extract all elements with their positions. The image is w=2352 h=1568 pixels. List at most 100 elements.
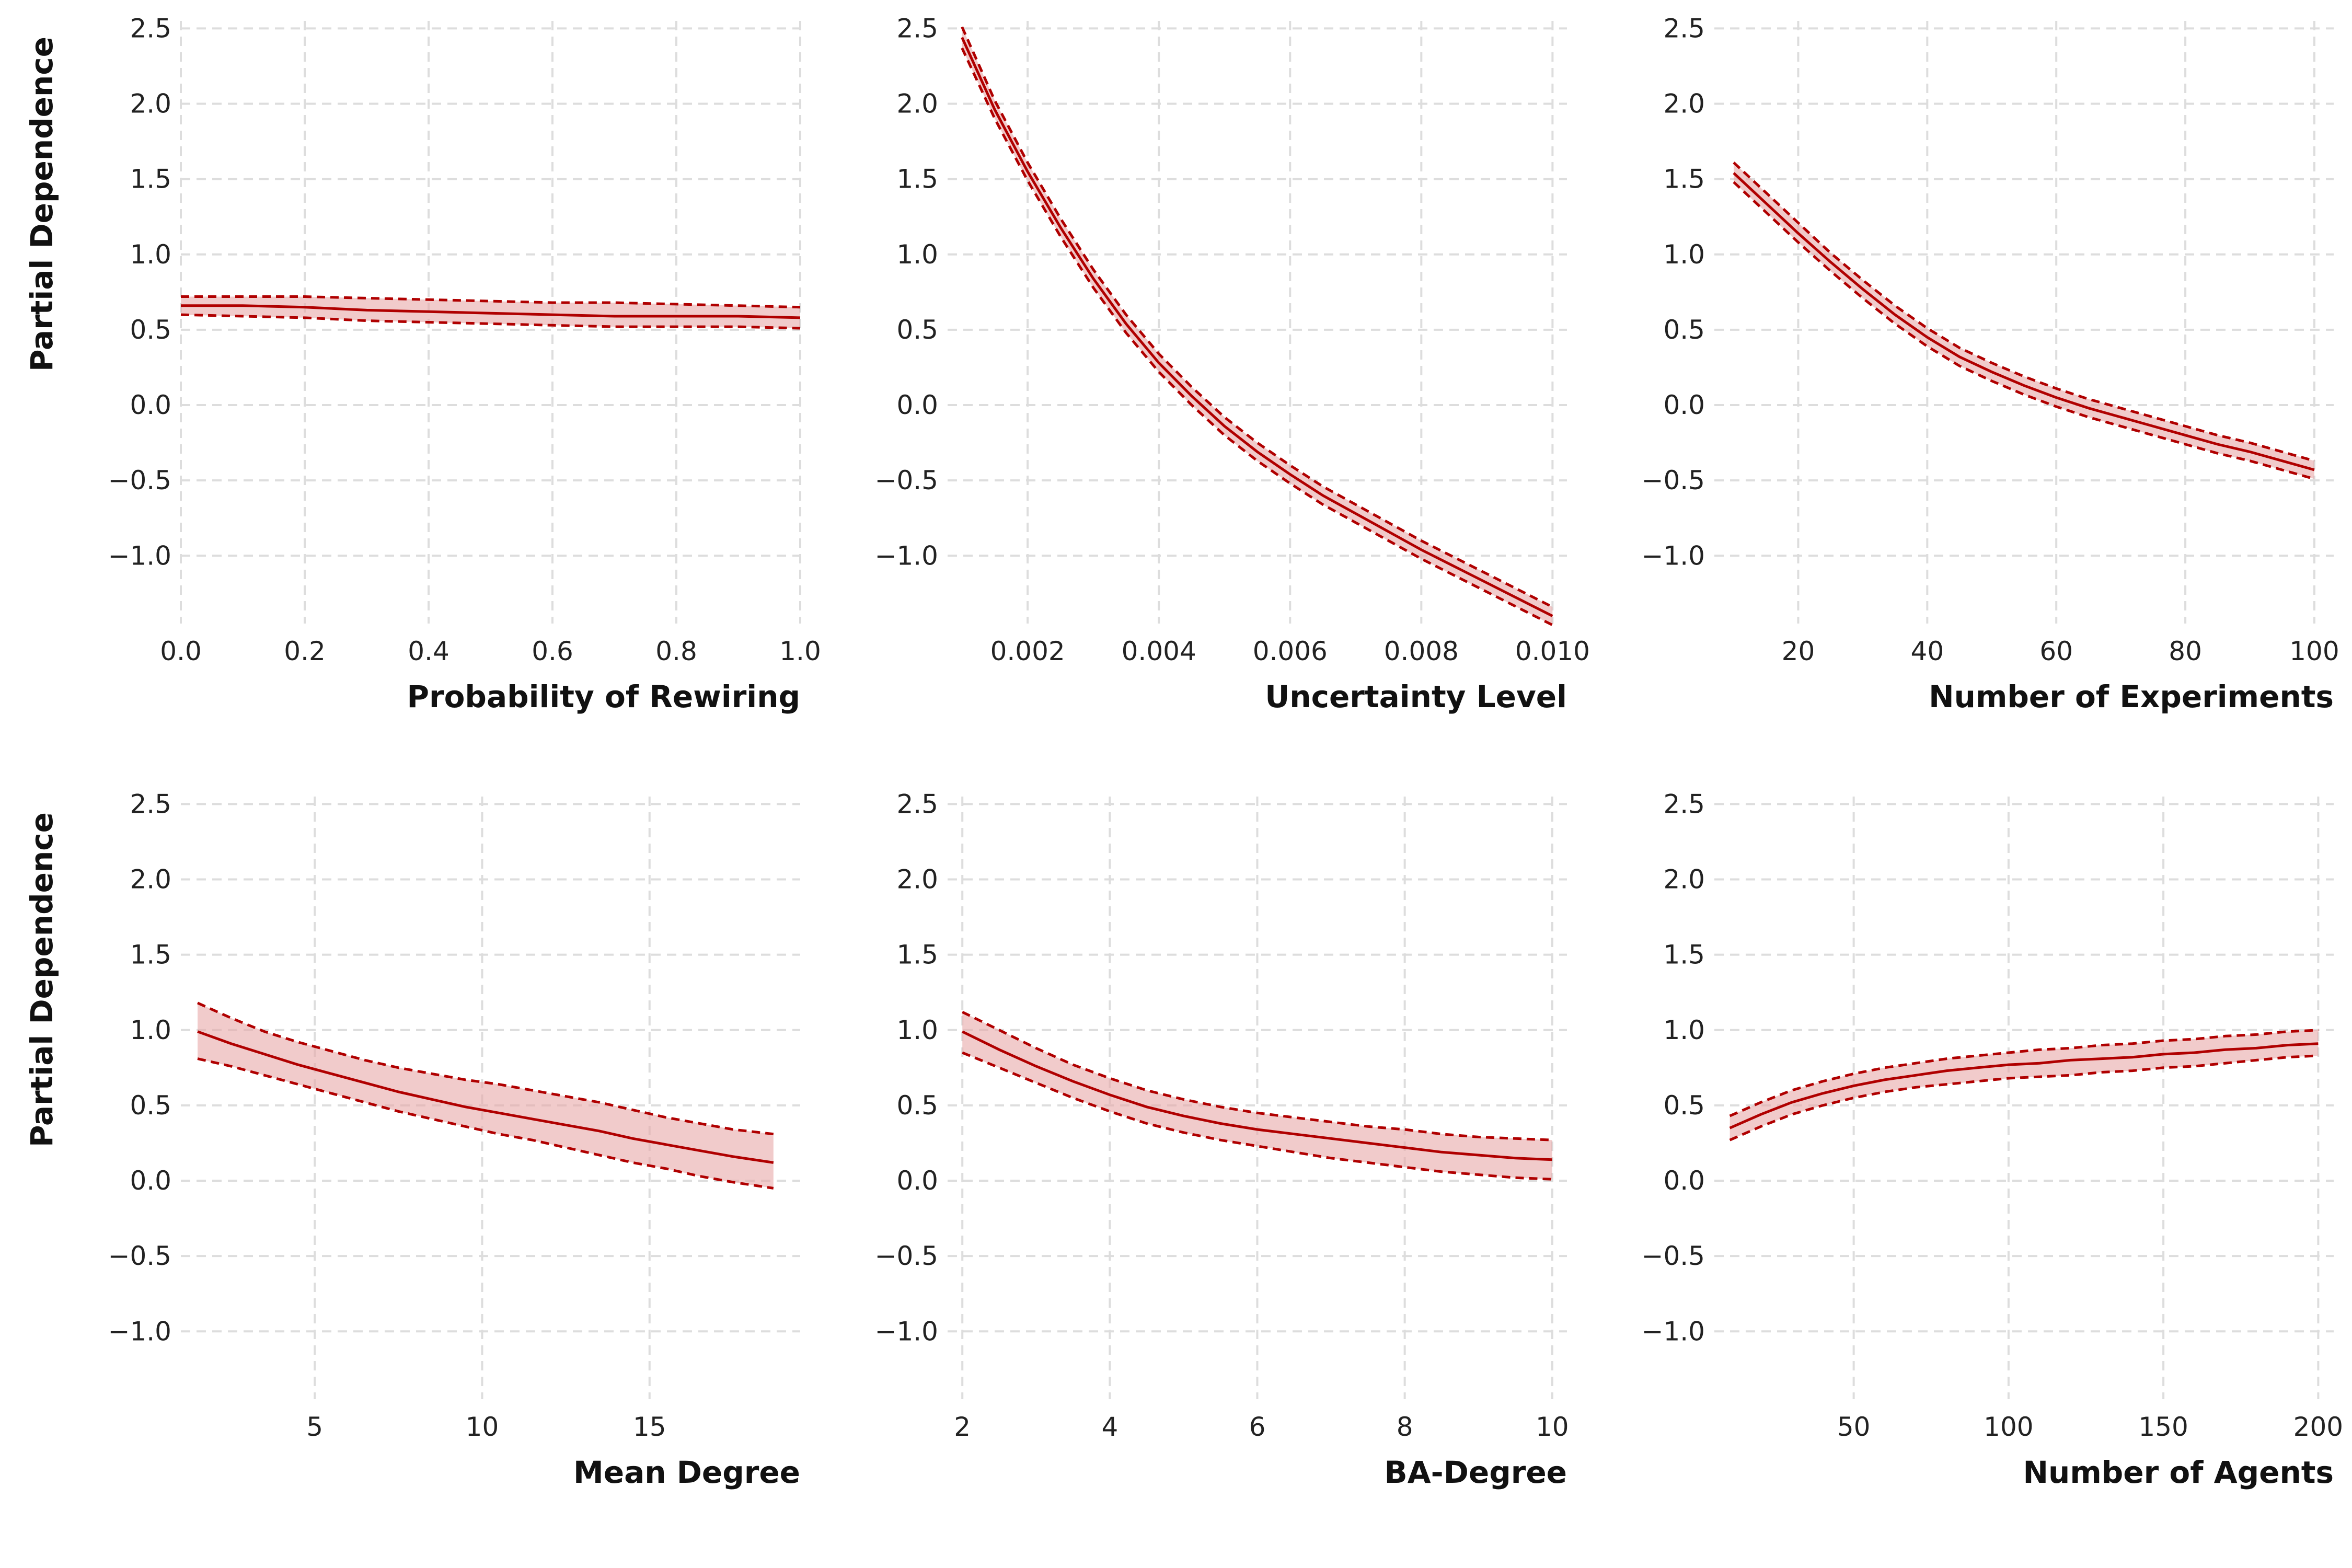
y-tick-label: −1.0 bbox=[875, 540, 938, 571]
y-tick-label: −0.5 bbox=[1642, 465, 1705, 495]
y-tick-label: 0.0 bbox=[1663, 390, 1705, 420]
upper-bound-line bbox=[181, 295, 801, 309]
y-tick-label: 2.0 bbox=[130, 864, 171, 895]
y-tick-label: 1.0 bbox=[896, 239, 938, 270]
y-tick-label: 1.0 bbox=[130, 239, 171, 270]
x-tick-label: 0.008 bbox=[1384, 636, 1459, 666]
upper-bound-line bbox=[197, 1001, 774, 1136]
x-tick-label: 100 bbox=[1984, 1412, 2033, 1442]
y-tick-label: 0.5 bbox=[1663, 315, 1705, 345]
x-tick-label: 10 bbox=[466, 1412, 499, 1442]
mean-line bbox=[181, 304, 801, 319]
y-tick-label: 0.5 bbox=[130, 315, 171, 345]
y-tick-label: −0.5 bbox=[108, 465, 171, 495]
x-tick-label: 200 bbox=[2293, 1412, 2343, 1442]
y-tick-label: 1.0 bbox=[1663, 1015, 1705, 1045]
upper-bound-line bbox=[1729, 1029, 2319, 1117]
upper-bound-line bbox=[962, 1010, 1552, 1142]
mean-line bbox=[962, 1030, 1552, 1161]
x-tick-label: 60 bbox=[2039, 636, 2073, 666]
y-tick-label: −1.0 bbox=[1642, 1316, 1705, 1346]
y-tick-label: 1.0 bbox=[130, 1015, 171, 1045]
y-tick-label: 2.5 bbox=[896, 13, 938, 43]
y-tick-label: 1.0 bbox=[896, 1015, 938, 1045]
x-tick-label: 8 bbox=[1397, 1412, 1413, 1442]
x-tick-label: 10 bbox=[1536, 1412, 1569, 1442]
x-tick-label: 0.0 bbox=[160, 636, 202, 666]
y-tick-label: 2.5 bbox=[130, 13, 171, 43]
x-tick-label: 5 bbox=[306, 1412, 323, 1442]
y-tick-label: 2.5 bbox=[130, 789, 171, 819]
x-axis-title: Probability of Rewiring bbox=[407, 679, 800, 714]
lower-bound-line bbox=[1733, 181, 2315, 480]
y-tick-label: −0.5 bbox=[875, 465, 938, 495]
y-tick-label: 2.0 bbox=[896, 864, 938, 895]
confidence-band bbox=[1734, 163, 2314, 479]
y-tick-label: 2.0 bbox=[130, 89, 171, 119]
confidence-band bbox=[1730, 1030, 2319, 1140]
y-tick-label: −0.5 bbox=[108, 1241, 171, 1271]
y-tick-label: 0.5 bbox=[896, 1090, 938, 1121]
x-tick-label: 40 bbox=[1911, 636, 1944, 666]
y-tick-label: 0.0 bbox=[896, 1166, 938, 1196]
lower-bound-line bbox=[1729, 1054, 2319, 1142]
y-tick-label: 2.0 bbox=[896, 89, 938, 119]
x-tick-label: 15 bbox=[633, 1412, 666, 1442]
x-tick-label: 0.004 bbox=[1122, 636, 1196, 666]
y-axis-title: Partial Dependence bbox=[24, 37, 60, 372]
panel-3: −1.0 −0.5 0.0 0.5 1.0 1.5 2.0 2.5 20 40 60 80 100 Num… bbox=[1642, 13, 2339, 714]
x-tick-label: 0.6 bbox=[532, 636, 573, 666]
y-tick-label: 1.5 bbox=[896, 164, 938, 194]
y-tick-label: 0.0 bbox=[130, 390, 171, 420]
confidence-band bbox=[962, 1012, 1552, 1180]
x-tick-label: 100 bbox=[2289, 636, 2339, 666]
mean-line bbox=[961, 37, 1553, 617]
y-tick-label: −1.0 bbox=[108, 540, 171, 571]
x-axis-title: Number of Experiments bbox=[1929, 679, 2334, 714]
confidence-band bbox=[198, 1002, 774, 1189]
y-tick-label: −0.5 bbox=[875, 1241, 938, 1271]
lower-bound-line bbox=[962, 1051, 1552, 1181]
x-tick-label: 0.002 bbox=[990, 636, 1065, 666]
x-axis-title: Mean Degree bbox=[573, 1455, 800, 1490]
y-tick-label: −1.0 bbox=[875, 1316, 938, 1346]
y-tick-label: −0.5 bbox=[1642, 1241, 1705, 1271]
y-tick-label: 0.5 bbox=[896, 315, 938, 345]
x-tick-label: 20 bbox=[1782, 636, 1815, 666]
x-tick-label: 0.006 bbox=[1253, 636, 1328, 666]
y-tick-label: 1.5 bbox=[1663, 940, 1705, 970]
x-tick-label: 2 bbox=[954, 1412, 971, 1442]
y-tick-label: 2.5 bbox=[1663, 13, 1705, 43]
x-tick-label: 150 bbox=[2138, 1412, 2188, 1442]
y-tick-label: 1.5 bbox=[896, 940, 938, 970]
x-axis-title: BA-Degree bbox=[1385, 1455, 1567, 1490]
y-tick-label: −1.0 bbox=[1642, 540, 1705, 571]
confidence-band bbox=[962, 27, 1553, 625]
y-tick-label: −1.0 bbox=[108, 1316, 171, 1346]
y-axis-title: Partial Dependence bbox=[24, 812, 60, 1147]
x-tick-label: 0.010 bbox=[1515, 636, 1590, 666]
panel-2: −1.0 −0.5 0.0 0.5 1.0 1.5 2.0 2.5 0.002 0.004 0.00… bbox=[875, 13, 1590, 714]
x-axis-title: Number of Agents bbox=[2023, 1455, 2334, 1490]
lower-bound-line bbox=[961, 47, 1553, 627]
panel-6: −1.0 −0.5 0.0 0.5 1.0 1.5 2.0 2.5 50 100 150 200 Num… bbox=[1642, 789, 2344, 1490]
lower-bound-line bbox=[180, 313, 801, 330]
y-tick-label: 1.5 bbox=[130, 940, 171, 970]
y-tick-label: 2.0 bbox=[1663, 89, 1705, 119]
y-tick-label: 2.5 bbox=[1663, 789, 1705, 819]
upper-bound-line bbox=[1733, 162, 2315, 463]
upper-bound-line bbox=[961, 26, 1553, 608]
y-tick-label: 1.5 bbox=[130, 164, 171, 194]
x-tick-label: 6 bbox=[1249, 1412, 1266, 1442]
y-tick-label: 2.5 bbox=[896, 789, 938, 819]
y-tick-label: 0.0 bbox=[1663, 1166, 1705, 1196]
x-tick-label: 1.0 bbox=[779, 636, 821, 666]
y-tick-label: 0.0 bbox=[896, 390, 938, 420]
mean-line bbox=[1733, 172, 2315, 471]
panel-4: −1.0 −0.5 0.0 0.5 1.0 1.5 2.0 2.5 5 10 15 Mean Degr… bbox=[24, 789, 800, 1490]
y-tick-label: 0.0 bbox=[130, 1166, 171, 1196]
x-tick-label: 4 bbox=[1101, 1412, 1118, 1442]
x-tick-label: 0.8 bbox=[655, 636, 697, 666]
y-tick-label: 1.0 bbox=[1663, 239, 1705, 270]
